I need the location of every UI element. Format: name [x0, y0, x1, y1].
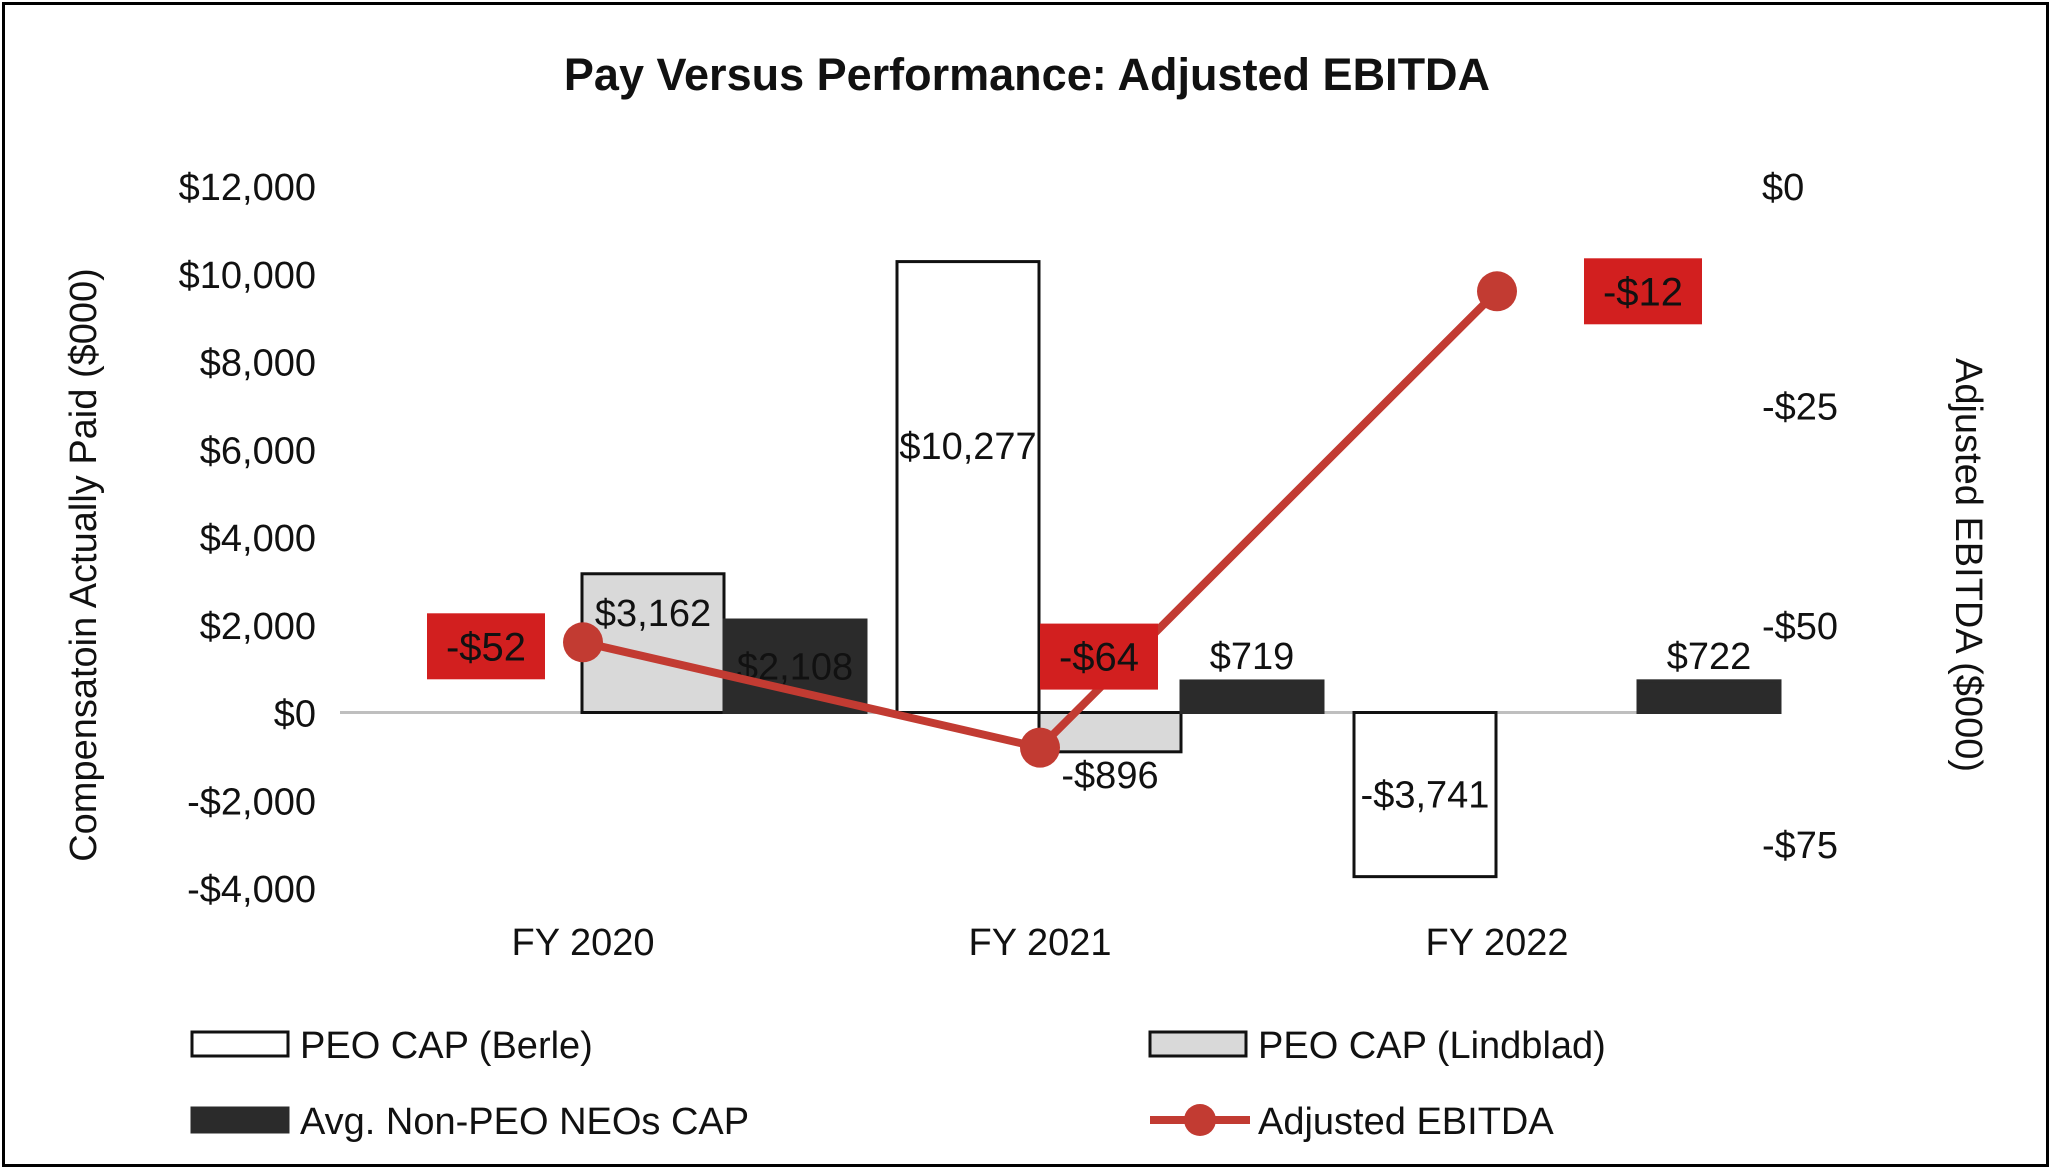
bar-avg-non-peo-neos-cap-fy-2022 [1636, 679, 1782, 715]
y-left-tick-label: $12,000 [179, 167, 316, 209]
ebitda-label-text: -$52 [446, 625, 526, 669]
ebitda-label-text: -$64 [1059, 636, 1139, 680]
ebitda-data-label-box: -$12 [1584, 258, 1702, 325]
legend-label-adjusted-ebitda: Adjusted EBITDA [1258, 1101, 1554, 1143]
bar-peo-cap-lindblad--fy-2021 [1037, 711, 1183, 754]
bar-series [580, 260, 1782, 879]
legend-label-peo-cap-lindblad-: PEO CAP (Lindblad) [1258, 1025, 1606, 1067]
bar-data-label: -$3,741 [1361, 775, 1490, 817]
y-left-tick-label: $2,000 [200, 606, 316, 648]
ebitda-label-background [1040, 623, 1158, 690]
ebitda-data-label-box: -$64 [1040, 623, 1158, 690]
y-right-tick-label: $0 [1762, 167, 1804, 209]
x-axis-label: FY 2020 [512, 922, 655, 964]
ebitda-label-background [427, 613, 545, 680]
ebitda-label-background [1584, 258, 1702, 325]
legend-label-avg-non-peo-neos-cap: Avg. Non-PEO NEOs CAP [300, 1101, 749, 1143]
y-left-tick-label: $8,000 [200, 343, 316, 385]
x-axis-label: FY 2022 [1426, 922, 1569, 964]
x-axis-label: FY 2021 [969, 922, 1112, 964]
y-left-tick-label: -$2,000 [187, 781, 316, 823]
bar-peo-cap-berle--fy-2022 [1352, 711, 1498, 879]
y-axis-right-label: Adjusted EBITDA ($000) [1947, 358, 1989, 772]
bar-data-labels: $10,277-$3,741$3,162-$896$2,108 $719 $722 [595, 426, 1751, 817]
legend-swatch-peo-cap-lindblad- [1148, 1030, 1248, 1058]
legend-swatch-peo-cap-berle- [190, 1030, 290, 1058]
legend-swatch-marker-adjusted-ebitda [1184, 1104, 1216, 1136]
bar-data-label: $3,162 [595, 593, 711, 635]
bar-avg-non-peo-neos-cap-fy-2020 [722, 618, 868, 714]
adjusted-ebitda-point-fy-2020 [563, 622, 603, 663]
y-left-tick-label: -$4,000 [187, 869, 316, 911]
bar-data-label: $10,277 [899, 426, 1036, 468]
ebitda-label-text: -$12 [1603, 270, 1683, 314]
x-axis-labels: FY 2020 FY 2021 FY 2022 [512, 922, 1569, 964]
y-axis-right-ticks: -$75 -$50 -$25 $0 [1762, 167, 1838, 867]
adjusted-ebitda-point-fy-2022 [1477, 271, 1517, 312]
legend-label-peo-cap-berle-: PEO CAP (Berle) [300, 1025, 593, 1067]
chart-title: Pay Versus Performance: Adjusted EBITDA [564, 49, 1490, 100]
y-left-tick-label: $4,000 [200, 518, 316, 560]
y-right-tick-label: -$75 [1762, 825, 1838, 867]
legend-swatch-avg-non-peo-neos-cap [190, 1106, 290, 1134]
line-series-adjusted-ebitda [563, 271, 1517, 768]
y-left-tick-label: $6,000 [200, 430, 316, 472]
y-left-tick-label: $0 [274, 694, 316, 736]
y-right-tick-label: -$50 [1762, 606, 1838, 648]
y-axis-left-ticks: -$4,000 -$2,000 $0 $2,000 $4,000 $6,000 $8,000… [179, 167, 316, 911]
bar-data-label: $722 [1667, 636, 1752, 678]
adjusted-ebitda-point-fy-2021 [1020, 727, 1060, 768]
bar-data-label: -$896 [1061, 755, 1158, 797]
legend: PEO CAP (Berle) PEO CAP (Lindblad) Avg. No… [190, 1025, 1606, 1143]
line-data-labels: -$52 -$64 -$12 [427, 258, 1702, 690]
y-left-tick-label: $10,000 [179, 255, 316, 297]
bar-peo-cap-berle--fy-2021 [895, 260, 1041, 714]
ebitda-data-label-box: -$52 [427, 613, 545, 680]
bar-avg-non-peo-neos-cap-fy-2021 [1179, 679, 1325, 714]
bar-data-label: $719 [1210, 636, 1295, 678]
y-axis-left-label: Compensatoin Actually Paid ($000) [63, 268, 105, 862]
y-right-tick-label: -$25 [1762, 386, 1838, 428]
